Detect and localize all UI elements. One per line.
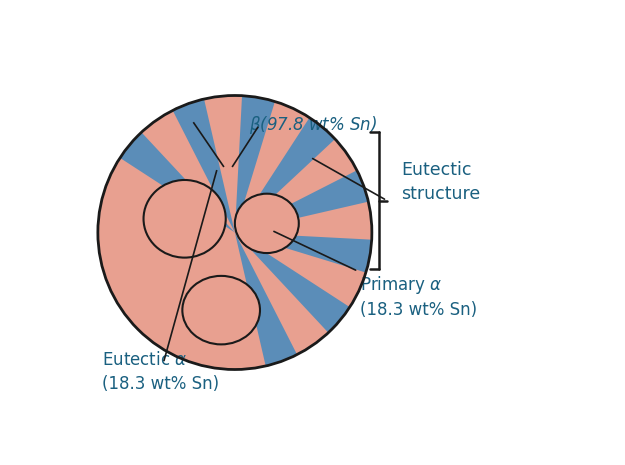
Circle shape [98, 95, 372, 370]
Ellipse shape [144, 180, 226, 258]
Wedge shape [235, 232, 379, 274]
Text: Eutectic
structure: Eutectic structure [401, 161, 481, 203]
Wedge shape [169, 93, 235, 232]
Wedge shape [235, 112, 340, 232]
Text: $\beta$(97.8 wt% Sn): $\beta$(97.8 wt% Sn) [249, 114, 377, 136]
Wedge shape [235, 232, 356, 338]
Wedge shape [235, 89, 277, 232]
Wedge shape [114, 127, 235, 232]
Ellipse shape [182, 276, 260, 345]
Text: Eutectic $\alpha$
(18.3 wt% Sn): Eutectic $\alpha$ (18.3 wt% Sn) [102, 351, 219, 392]
Text: Primary $\alpha$
(18.3 wt% Sn): Primary $\alpha$ (18.3 wt% Sn) [361, 273, 478, 319]
Wedge shape [235, 167, 375, 232]
Wedge shape [235, 232, 300, 372]
Ellipse shape [235, 194, 299, 253]
